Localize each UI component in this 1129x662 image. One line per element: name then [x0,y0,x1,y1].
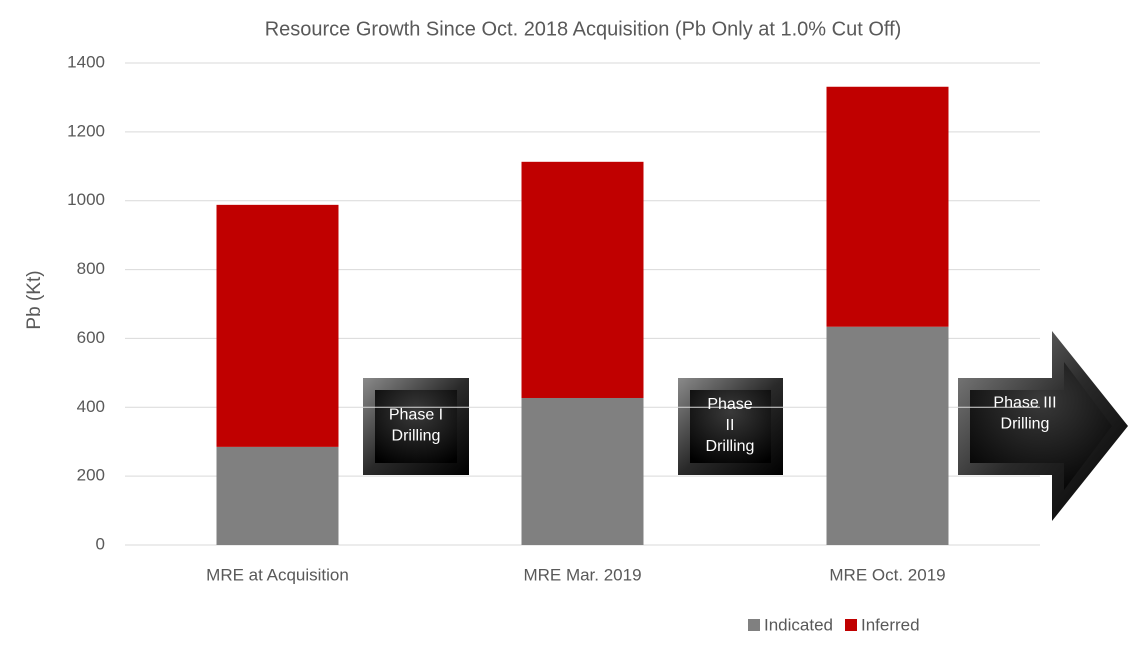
y-tick-label: 600 [77,328,105,347]
legend-swatch [845,619,857,631]
bar-segment [521,161,644,398]
legend-label: Inferred [861,615,920,634]
y-tick-label: 800 [77,259,105,278]
bar-segment [521,397,644,545]
y-axis-label: Pb (Kt) [24,270,45,329]
x-tick-label: MRE at Acquisition [206,565,349,584]
x-tick-label: MRE Oct. 2019 [829,565,945,584]
annotation: Drilling [1001,416,1050,433]
y-tick-label: 1200 [67,121,105,140]
bar-segment [826,326,949,545]
bar-segment [826,86,949,327]
annotation: Drilling [706,438,755,455]
annotation: Drilling [392,428,441,445]
x-tick-label: MRE Mar. 2019 [523,565,641,584]
annotation: Phase [707,396,752,413]
legend-swatch [748,619,760,631]
bar-segment [216,446,339,545]
chart-title: Resource Growth Since Oct. 2018 Acquisit… [265,18,902,40]
y-tick-label: 200 [77,466,105,485]
annotation: Phase III [993,395,1056,412]
phase-i-box [363,378,469,475]
phase-ii-box [678,378,783,475]
annotation: II [726,417,735,434]
y-tick-label: 1400 [67,52,105,71]
annotation: Phase I [389,407,443,424]
legend-label: Indicated [764,615,833,634]
y-tick-label: 1000 [67,190,105,209]
phase-iii-arrow [958,331,1128,521]
y-tick-label: 400 [77,397,105,416]
bar-segment [216,204,339,447]
y-tick-label: 0 [96,534,105,553]
